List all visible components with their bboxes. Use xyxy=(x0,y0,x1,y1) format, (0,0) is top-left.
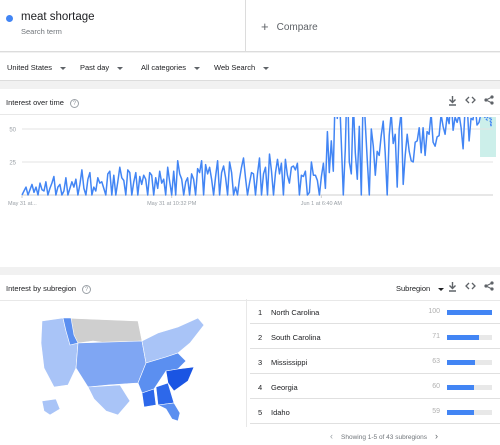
row-rank: 5 xyxy=(258,408,263,417)
row-subregion-name: Mississippi xyxy=(271,358,308,367)
row-subregion-name: Idaho xyxy=(271,408,290,417)
row-subregion-name: South Carolina xyxy=(271,333,321,342)
row-subregion-name: North Carolina xyxy=(271,308,320,317)
interest-over-time-title: Interest over time? xyxy=(6,98,79,108)
subregion-row[interactable]: 5 Idaho 59 xyxy=(250,400,500,424)
plus-icon: + xyxy=(261,19,269,34)
chevron-right-icon[interactable]: › xyxy=(435,431,439,441)
card-title-text: Interest over time xyxy=(6,98,64,107)
row-bar-track xyxy=(447,310,492,315)
map-carolinas[interactable] xyxy=(165,366,195,392)
y-tick-label: 50 xyxy=(9,128,16,134)
map-florida[interactable] xyxy=(156,402,181,422)
subregion-row[interactable]: 4 Georgia 60 xyxy=(250,375,500,399)
row-value: 60 xyxy=(432,383,440,390)
chevron-left-icon[interactable]: ‹ xyxy=(330,431,333,441)
pagination: ‹ Showing 1-5 of 43 subregions › xyxy=(322,431,446,441)
subregion-row[interactable]: 3 Mississippi 63 xyxy=(250,350,500,374)
row-bar-fill xyxy=(447,385,474,390)
chevron-down-icon xyxy=(117,66,124,70)
interest-by-subregion-title: Interest by subregion? xyxy=(6,284,92,294)
row-value: 59 xyxy=(432,408,440,415)
search-term-subtitle: Search term xyxy=(21,27,62,36)
row-bar-track xyxy=(447,385,492,390)
interest-by-subregion-card: Interest by subregion? Subregion 1 North … xyxy=(0,275,500,445)
map-mid-region[interactable] xyxy=(75,340,147,388)
chevron-down-icon xyxy=(263,66,270,70)
x-tick-label: Jun 1 at 6:40 AM xyxy=(301,201,343,207)
card-title-text: Interest by subregion xyxy=(6,284,77,293)
pager-text: Showing 1-5 of 43 subregions xyxy=(341,434,428,441)
help-icon[interactable]: ? xyxy=(82,284,92,294)
row-bar-track xyxy=(447,335,492,340)
interest-over-time-card: Interest over time? 255075100May 31 at..… xyxy=(0,89,500,267)
filter-time-label: Past day xyxy=(80,63,110,72)
card-divider xyxy=(0,114,500,115)
panel-divider xyxy=(246,299,247,427)
partial-data-highlight xyxy=(480,117,496,157)
filter-category[interactable]: All categories xyxy=(141,63,201,72)
row-bar-fill xyxy=(447,310,492,315)
row-value: 100 xyxy=(428,308,440,315)
compare-button[interactable]: + Compare xyxy=(261,18,318,34)
filter-location-label: United States xyxy=(7,63,53,72)
filter-property-label: Web Search xyxy=(214,63,256,72)
chevron-down-icon xyxy=(194,66,201,70)
download-icon[interactable] xyxy=(448,96,457,108)
share-icon[interactable] xyxy=(484,95,494,107)
row-subregion-name: Georgia xyxy=(271,383,298,392)
row-value: 63 xyxy=(432,358,440,365)
interest-over-time-chart: 255075100May 31 at...May 31 at 10:32 PMJ… xyxy=(8,117,496,207)
row-value: 71 xyxy=(432,333,440,340)
help-icon[interactable]: ? xyxy=(69,98,79,108)
y-tick-label: 25 xyxy=(9,161,16,167)
search-term-name[interactable]: meat shortage xyxy=(21,11,95,23)
subregion-dropdown[interactable]: Subregion xyxy=(396,284,445,293)
filter-property[interactable]: Web Search xyxy=(214,63,270,72)
filter-time[interactable]: Past day xyxy=(80,63,124,72)
x-tick-label: May 31 at 10:32 PM xyxy=(147,201,197,207)
filter-category-label: All categories xyxy=(141,63,187,72)
map-mississippi[interactable] xyxy=(141,388,157,408)
search-term-bar: meat shortage Search term + Compare xyxy=(0,0,500,52)
row-bar-track xyxy=(447,360,492,365)
embed-icon[interactable] xyxy=(465,281,476,293)
row-rank: 3 xyxy=(258,358,263,367)
x-tick-label: May 31 at... xyxy=(8,201,37,207)
row-rank: 4 xyxy=(258,383,263,392)
filter-location[interactable]: United States xyxy=(7,63,67,72)
row-rank: 1 xyxy=(258,308,263,317)
caret-down-icon xyxy=(438,287,445,291)
row-bar-fill xyxy=(447,335,479,340)
series-line[interactable] xyxy=(21,117,483,196)
chevron-down-icon xyxy=(60,66,67,70)
term-color-dot xyxy=(6,15,13,22)
us-subregion-map[interactable] xyxy=(38,313,208,423)
map-texas[interactable] xyxy=(87,384,131,416)
embed-icon[interactable] xyxy=(465,95,476,107)
subregion-dropdown-label: Subregion xyxy=(396,284,431,293)
row-rank: 2 xyxy=(258,333,263,342)
row-bar-fill xyxy=(447,410,474,415)
row-bar-fill xyxy=(447,360,476,365)
row-bar-track xyxy=(447,410,492,415)
share-icon[interactable] xyxy=(484,281,494,293)
subregion-row[interactable]: 1 North Carolina 100 xyxy=(250,300,500,324)
search-term-chip[interactable]: meat shortage Search term xyxy=(0,0,246,52)
download-icon[interactable] xyxy=(448,282,457,294)
subregion-row[interactable]: 2 South Carolina 71 xyxy=(250,325,500,349)
map-alaska[interactable] xyxy=(41,398,61,416)
compare-label: Compare xyxy=(276,22,318,33)
card-divider xyxy=(0,300,500,301)
filter-bar: United States Past day All categories We… xyxy=(0,53,500,81)
